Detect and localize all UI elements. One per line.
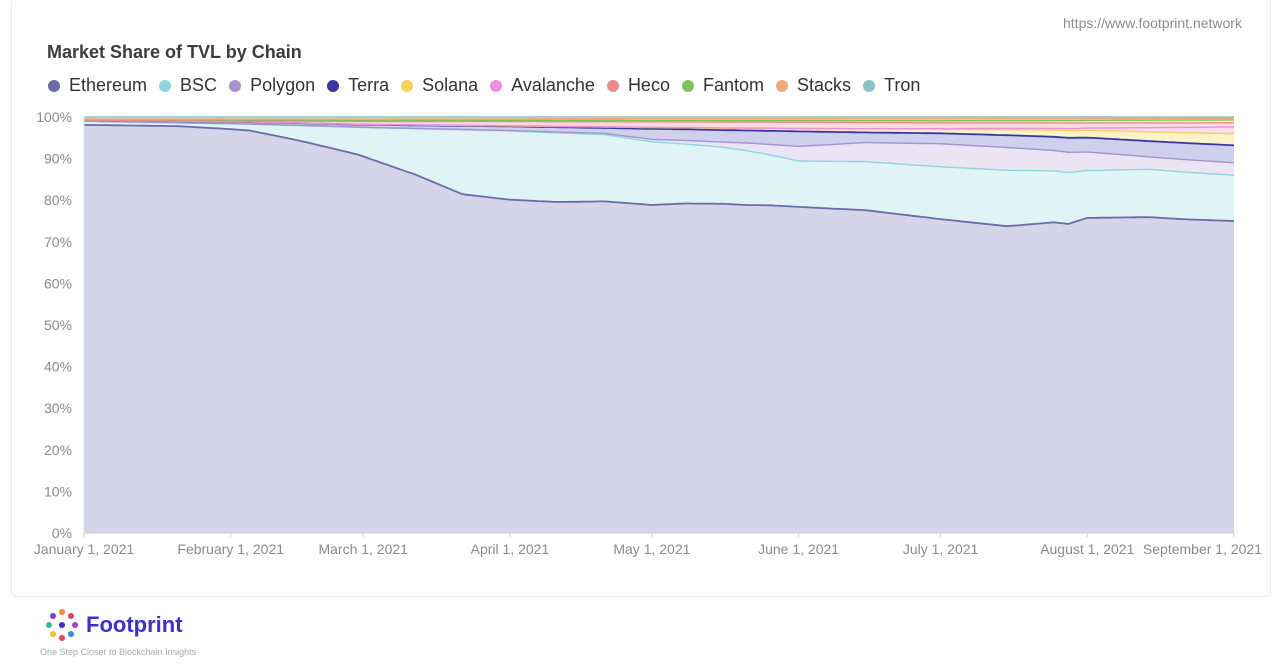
legend-item-terra[interactable]: Terra: [327, 75, 389, 96]
legend-label: Heco: [627, 75, 670, 95]
y-tick-label: 20%: [44, 442, 72, 458]
line-ethereum: [83, 124, 1235, 228]
x-tick-label: June 1, 2021: [758, 541, 839, 557]
legend-item-polygon[interactable]: Polygon: [229, 75, 315, 96]
y-tick-label: 30%: [44, 400, 72, 416]
area-ethereum: [84, 124, 1234, 534]
legend-item-stacks[interactable]: Stacks: [776, 75, 851, 96]
legend-label: BSC: [180, 75, 218, 95]
legend-dot: [327, 79, 340, 92]
legend-item-solana[interactable]: Solana: [401, 75, 478, 96]
y-tick-label: 10%: [44, 483, 72, 499]
area-bsc: [84, 121, 1234, 227]
x-tick-label: January 1, 2021: [34, 541, 135, 557]
area-solana: [84, 119, 1234, 146]
legend-item-heco[interactable]: Heco: [606, 75, 670, 96]
legend-item-bsc[interactable]: BSC: [159, 75, 217, 96]
x-tick-label: September 1, 2021: [1143, 541, 1262, 557]
x-tick-label: April 1, 2021: [471, 541, 550, 557]
legend-dot: [863, 79, 876, 92]
legend-label: Avalanche: [511, 75, 595, 95]
legend-dot: [48, 79, 60, 92]
legend-dot: [776, 79, 788, 92]
line-avalanche: [83, 119, 1234, 130]
x-tick-label: March 1, 2021: [318, 541, 408, 557]
legend-dot: [490, 79, 503, 92]
line-heco: [84, 119, 1234, 124]
y-tick-label: 50%: [44, 317, 72, 333]
legend-dot: [401, 79, 414, 92]
x-tick-label: July 1, 2021: [903, 541, 979, 557]
chart-legend: Ethereum BSC Polygon Terra Solana Avalanche He…: [48, 75, 932, 96]
y-tick-label: 80%: [44, 192, 72, 208]
area-polygon: [84, 121, 1234, 176]
legend-item-fantom[interactable]: Fantom: [681, 75, 764, 96]
legend-item-tron[interactable]: Tron: [863, 75, 920, 96]
footer-tagline: One Step Closer to Blockchain Insights: [40, 647, 197, 657]
legend-item-avalanche[interactable]: Avalanche: [490, 75, 595, 96]
series-areas: [83, 116, 1235, 534]
footprint-logo-icon: [46, 609, 78, 641]
legend-label: Tron: [884, 75, 921, 95]
legend-label: Stacks: [797, 75, 852, 95]
y-tick-label: 70%: [44, 234, 72, 250]
chart-title: Market Share of TVL by Chain: [47, 42, 302, 62]
y-tick-label: 90%: [44, 151, 72, 167]
legend-dot: [606, 79, 619, 92]
legend-dot: [681, 79, 694, 92]
footer-brand-name: Footprint: [86, 612, 183, 637]
line-stacks: [84, 117, 1235, 120]
area-terra: [84, 119, 1234, 163]
legend-label: Ethereum: [69, 75, 148, 95]
x-tick-label: May 1, 2021: [613, 541, 690, 557]
y-tick-label: 100%: [36, 109, 72, 125]
legend-label: Terra: [348, 75, 390, 95]
y-tick-label: 60%: [44, 275, 72, 291]
legend-label: Fantom: [702, 75, 764, 95]
y-tick-label: 0%: [52, 525, 72, 541]
legend-label: Polygon: [250, 75, 316, 95]
y-tick-label: 40%: [44, 359, 72, 375]
x-tick-label: February 1, 2021: [177, 541, 284, 557]
source-url[interactable]: https://www.footprint.network: [1063, 15, 1242, 31]
legend-label: Solana: [422, 75, 479, 95]
x-tick-label: August 1, 2021: [1040, 541, 1134, 557]
legend-item-ethereum[interactable]: Ethereum: [48, 75, 147, 96]
chart-axes: 0% 10% 20% 30% 40% 50% 60% 70% 80% 90% 100% January…: [34, 109, 1262, 557]
legend-dot: [229, 79, 242, 92]
footer-logo[interactable]: Footprint One Step Closer to Blockchain …: [40, 606, 240, 661]
line-fantom: [84, 118, 1234, 122]
line-polygon: [84, 120, 1235, 164]
legend-dot: [159, 79, 172, 92]
